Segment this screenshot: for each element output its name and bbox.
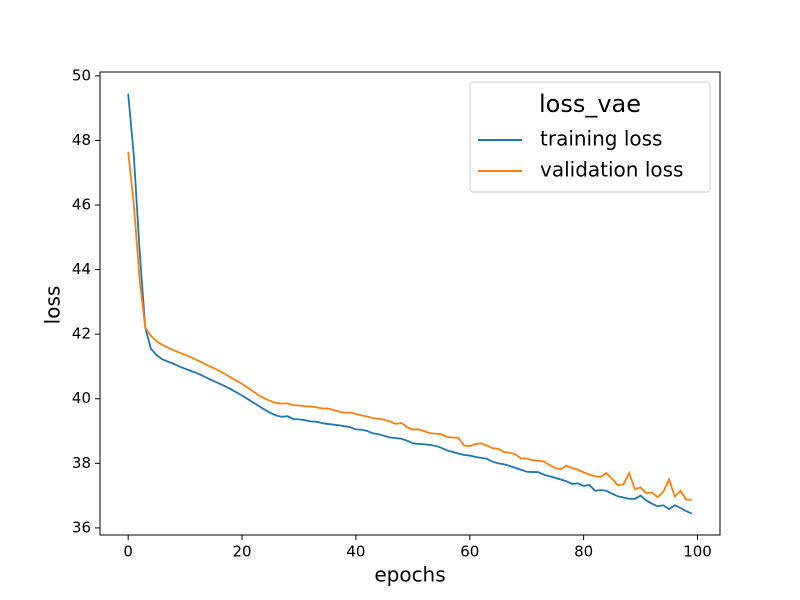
y-tick-label: 38 — [72, 454, 91, 472]
y-tick-label: 44 — [72, 260, 91, 278]
y-tick-label: 50 — [72, 66, 91, 84]
y-axis-label: loss — [41, 286, 65, 325]
legend-label: validation loss — [540, 158, 683, 182]
x-tick-label: 80 — [574, 543, 593, 561]
legend-box — [469, 81, 711, 193]
y-tick-label: 42 — [72, 325, 91, 343]
line — [127, 151, 692, 501]
x-tick-label: 100 — [683, 543, 712, 561]
x-tick-label: 0 — [123, 543, 133, 561]
legend-label: training loss — [540, 127, 662, 151]
x-axis-label: epochs — [374, 563, 445, 587]
y-tick-label: 40 — [72, 389, 91, 407]
x-tick-label: 60 — [460, 543, 479, 561]
line — [127, 93, 693, 515]
legend-title: loss_vae — [539, 90, 641, 118]
y-tick-label: 36 — [72, 518, 91, 536]
x-tick-label: 40 — [346, 543, 365, 561]
y-tick-label: 48 — [72, 131, 91, 149]
plot-frame — [99, 71, 721, 536]
x-tick-label: 20 — [233, 543, 252, 561]
y-tick-label: 46 — [72, 196, 91, 214]
